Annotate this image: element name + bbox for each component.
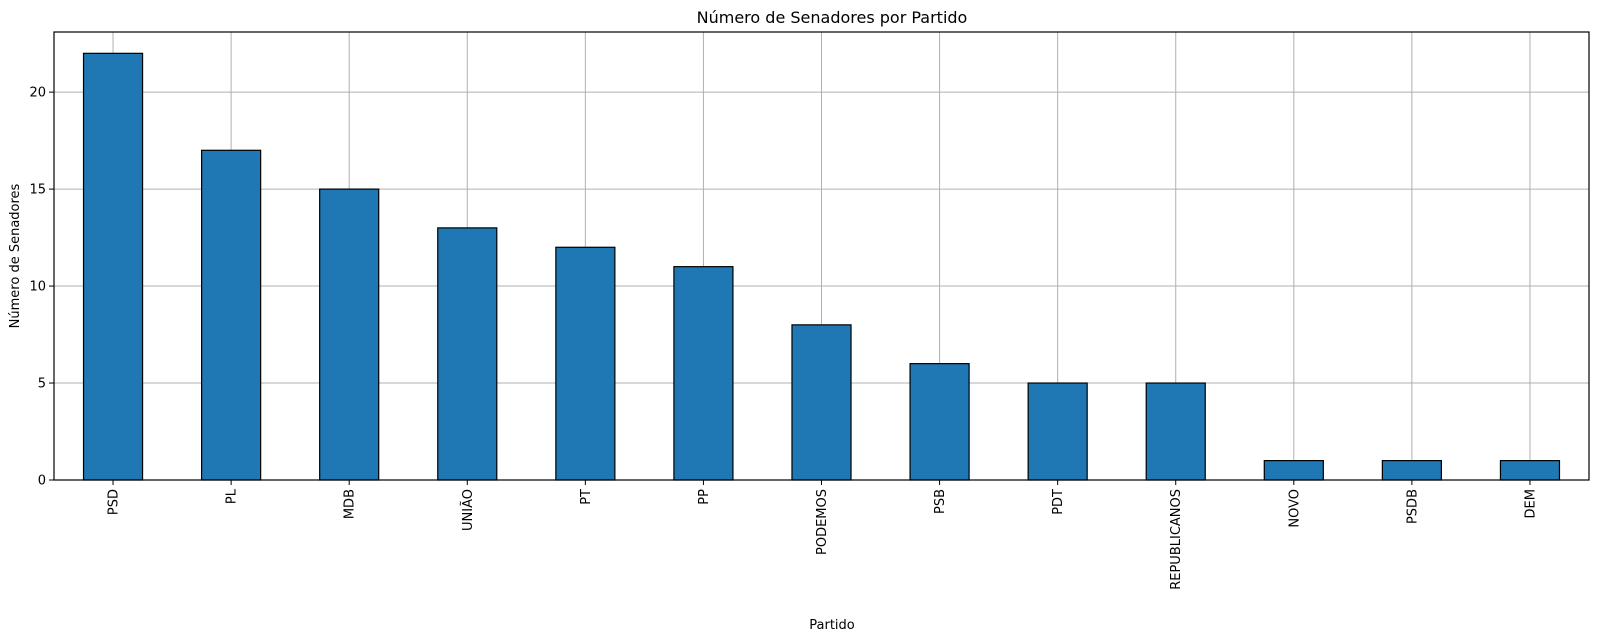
bar-mdb	[319, 188, 380, 481]
y-tick-label: 15	[29, 183, 46, 198]
bar-novo	[1263, 460, 1324, 481]
x-tick-label: MDB	[343, 489, 358, 519]
x-axis-label: Partido	[809, 618, 855, 633]
chart-title: Número de Senadores por Partido	[697, 8, 968, 27]
x-tick-label: DEM	[1523, 489, 1538, 518]
x-tick-label: PT	[579, 489, 594, 505]
y-tick-label: 20	[29, 86, 46, 101]
y-tick-label: 10	[29, 280, 46, 295]
x-tick-label: PDT	[1051, 489, 1066, 515]
bar-podemos	[791, 324, 852, 481]
bar-psb	[909, 363, 970, 481]
bar-pp	[673, 266, 734, 481]
bar-pdt	[1027, 382, 1088, 481]
x-tick-label: PSB	[933, 489, 948, 514]
x-tick-label: REPUBLICANOS	[1169, 489, 1184, 590]
y-tick-label: 0	[38, 474, 46, 489]
bar-dem	[1499, 460, 1561, 481]
x-tick-label: PL	[225, 488, 240, 504]
bar-união	[437, 227, 498, 481]
y-axis-label: Número de Senadores	[8, 183, 23, 328]
x-tick-label: PODEMOS	[815, 489, 830, 555]
x-ticks: PSD PL MDB UNIÃO PT PP PODEMOS PSB PDT REPUBLICAN…	[107, 480, 1538, 590]
bar-psd	[82, 52, 144, 481]
y-ticks: 0 5 10 15 20	[29, 86, 54, 489]
x-tick-label: NOVO	[1287, 489, 1302, 528]
bars	[82, 52, 1561, 481]
bar-pt	[555, 246, 616, 481]
y-tick-label: 5	[38, 377, 46, 392]
x-tick-label: PP	[697, 489, 712, 505]
x-tick-label: PSDB	[1405, 489, 1420, 524]
x-tick-label: UNIÃO	[460, 489, 476, 531]
x-tick-label: PSD	[107, 489, 122, 515]
bar-psdb	[1381, 460, 1443, 481]
bar-republicanos	[1145, 382, 1206, 481]
bar-pl	[200, 149, 262, 481]
